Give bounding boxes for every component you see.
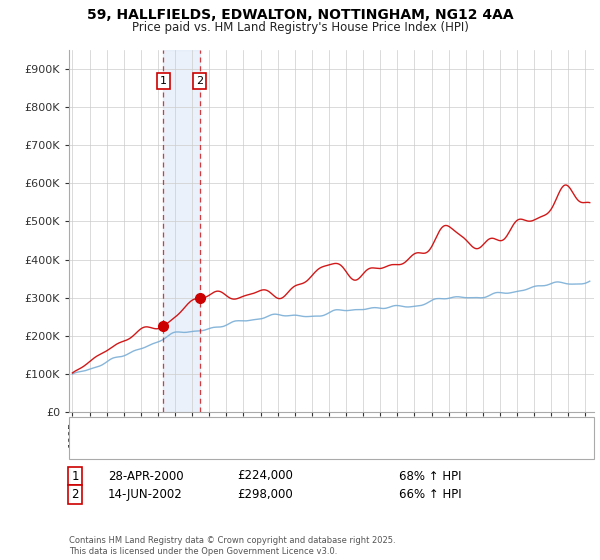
Text: £298,000: £298,000 (237, 488, 293, 501)
Text: 59, HALLFIELDS, EDWALTON, NOTTINGHAM, NG12 4AA: 59, HALLFIELDS, EDWALTON, NOTTINGHAM, NG… (86, 8, 514, 22)
Text: Price paid vs. HM Land Registry's House Price Index (HPI): Price paid vs. HM Land Registry's House … (131, 21, 469, 34)
Text: 1: 1 (71, 469, 79, 483)
Text: 66% ↑ HPI: 66% ↑ HPI (399, 488, 461, 501)
Text: 1: 1 (160, 76, 167, 86)
Text: 59, HALLFIELDS, EDWALTON, NOTTINGHAM, NG12 4AA (detached house): 59, HALLFIELDS, EDWALTON, NOTTINGHAM, NG… (123, 424, 502, 435)
Text: 2: 2 (71, 488, 79, 501)
Text: 14-JUN-2002: 14-JUN-2002 (108, 488, 183, 501)
Text: Contains HM Land Registry data © Crown copyright and database right 2025.
This d: Contains HM Land Registry data © Crown c… (69, 536, 395, 556)
Text: 68% ↑ HPI: 68% ↑ HPI (399, 469, 461, 483)
Text: HPI: Average price, detached house, Rushcliffe: HPI: Average price, detached house, Rush… (123, 442, 367, 452)
Text: 2: 2 (196, 76, 203, 86)
Text: 28-APR-2000: 28-APR-2000 (108, 469, 184, 483)
Text: £224,000: £224,000 (237, 469, 293, 483)
Bar (163, 50, 200, 412)
